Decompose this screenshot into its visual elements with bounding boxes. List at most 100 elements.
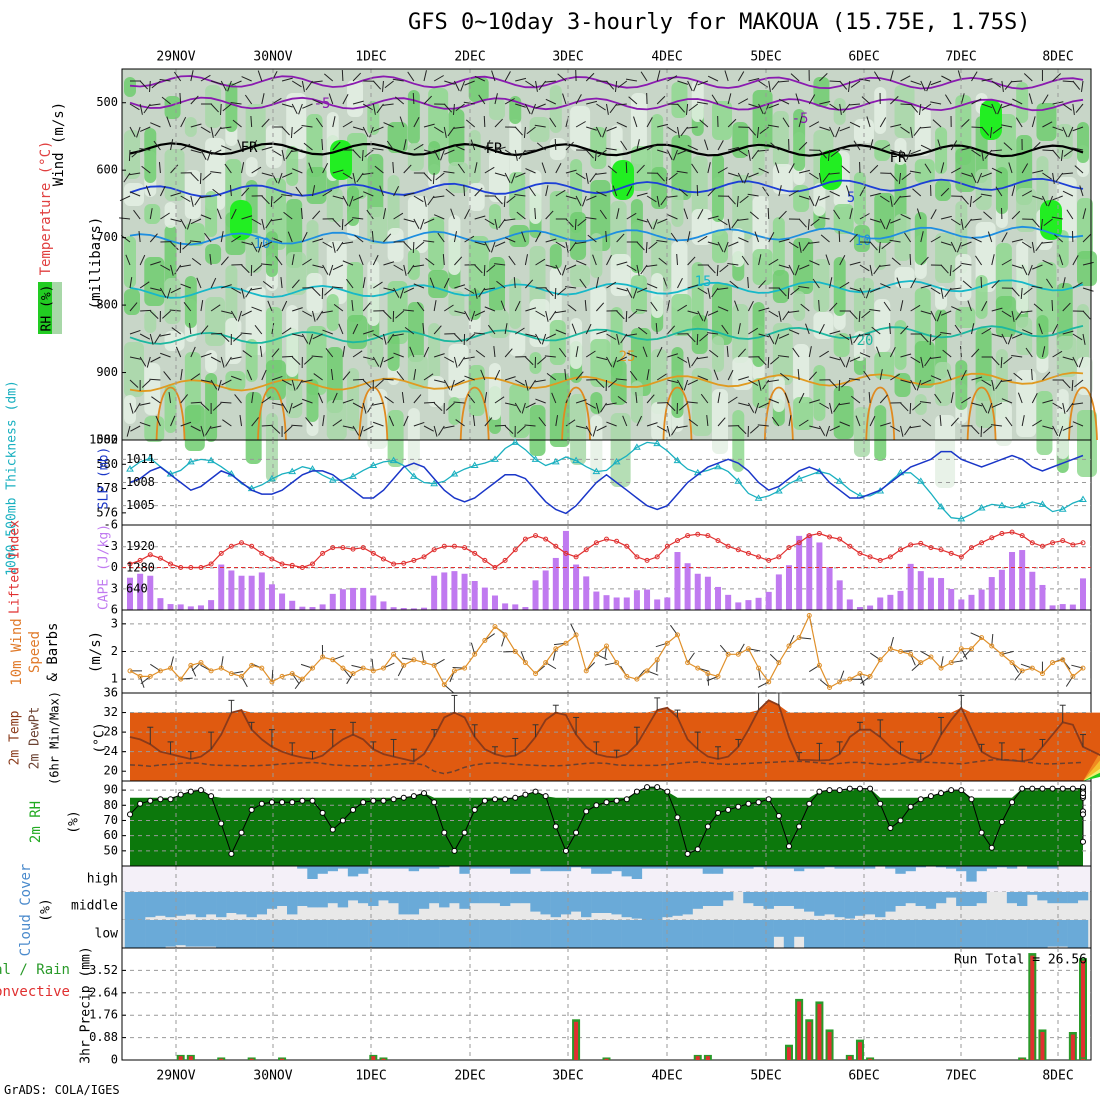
thickness-marker	[430, 479, 439, 487]
cloud-bar	[287, 892, 298, 915]
wind-barb	[585, 172, 589, 184]
cloud-bar	[459, 892, 470, 909]
wind-barb	[288, 402, 293, 414]
wind-barb	[981, 126, 990, 136]
cloud-bar	[155, 920, 166, 948]
wind-barb	[1072, 126, 1084, 132]
wind-barb	[1062, 190, 1074, 197]
rh-patch	[772, 111, 789, 167]
rh-marker	[796, 823, 803, 830]
rh-patch	[1036, 391, 1053, 455]
contour-label: FR	[241, 140, 258, 156]
wind-barb	[447, 126, 455, 137]
wind-barb	[863, 370, 871, 381]
wind-barb	[727, 93, 732, 105]
wind-barb	[625, 310, 628, 323]
wind-barb	[305, 80, 313, 91]
cloud-bar	[145, 920, 156, 948]
wind-barb	[440, 149, 445, 161]
wind-barb	[384, 396, 394, 404]
wind-barb	[934, 393, 942, 404]
contour-label: -5	[792, 111, 809, 127]
cape-bar	[867, 605, 874, 610]
wind-barb	[756, 126, 760, 138]
wind-barb	[139, 148, 151, 151]
wind-barb	[809, 121, 820, 128]
rh-patch	[1077, 198, 1093, 259]
wind-barb	[231, 375, 242, 381]
rh-patch	[570, 212, 587, 260]
wind-barb	[625, 333, 637, 337]
rh-marker	[867, 785, 874, 792]
date-label-top: 29NOV	[156, 50, 195, 65]
lifted-index-marker	[776, 554, 782, 560]
tick-label: -3	[104, 539, 118, 553]
cape-bar	[887, 594, 894, 610]
cape-bar	[157, 598, 164, 610]
wind-speed-marker	[948, 660, 954, 666]
wind-barb	[1062, 402, 1066, 414]
rh-patch	[793, 344, 810, 403]
wind-barb	[463, 184, 466, 197]
wind-barb	[302, 103, 313, 109]
wind-barb	[486, 264, 496, 273]
wind-barb	[281, 77, 293, 82]
wind-barb	[433, 195, 445, 199]
wind-barb	[514, 193, 526, 197]
precip-convective-bar	[280, 1058, 285, 1060]
cloud-bar	[439, 892, 450, 908]
thickness-label: 1000-500mb Thickness (dm)	[5, 380, 20, 576]
wind-barb	[687, 333, 696, 343]
temp-label: 2m Temp	[8, 710, 23, 765]
cloud-bar	[297, 920, 308, 948]
wind-speed-marker	[745, 646, 751, 652]
wind-barb	[758, 167, 769, 174]
cloud-bar	[570, 920, 582, 948]
wind-barb	[575, 346, 579, 358]
wind-speed-marker	[157, 668, 163, 674]
wind-barb	[873, 264, 881, 275]
thickness-marker	[612, 457, 621, 465]
wind-barb	[317, 392, 324, 404]
wind-barb	[723, 241, 729, 253]
contour-label: 10	[855, 233, 872, 249]
wind-barb	[401, 392, 405, 404]
cloud-bar	[773, 866, 785, 869]
wind-barb	[362, 379, 372, 389]
wind-speed-marker	[553, 646, 559, 652]
wind-barb	[210, 379, 218, 390]
wind-barb	[508, 255, 516, 266]
wind-barb	[798, 419, 809, 427]
wind-barb	[138, 231, 141, 243]
wind-barb	[454, 145, 465, 151]
wind-speed-marker	[857, 671, 863, 677]
wind-barb	[944, 94, 952, 105]
wind-barb	[285, 149, 293, 160]
rh-patch	[549, 138, 566, 160]
wind-barb	[210, 356, 222, 363]
cape-bar	[410, 608, 417, 610]
wind-barb	[352, 100, 364, 105]
wind-barb	[900, 103, 912, 106]
rh-patch	[529, 117, 550, 142]
wind-barb	[257, 70, 263, 82]
wind-barb	[704, 139, 709, 151]
cloud-bar	[327, 892, 338, 904]
cloud-bar	[307, 920, 318, 948]
wind-barb	[173, 71, 182, 82]
wind-barb	[494, 263, 506, 266]
wind-barb	[221, 145, 232, 151]
wind-barb	[504, 98, 515, 105]
rh-marker	[512, 794, 519, 801]
wind-speed-marker	[330, 657, 336, 663]
rh-patch	[1077, 122, 1089, 163]
wind-barb	[920, 80, 926, 92]
cloud-bar	[337, 892, 349, 908]
wind-speed-label: Speed	[27, 631, 43, 673]
wind-barb	[544, 80, 556, 83]
wind-barb	[180, 116, 187, 128]
rh-patch	[570, 106, 591, 151]
wind-barb	[494, 424, 506, 427]
wind-barb	[186, 218, 192, 230]
rh-patch	[651, 167, 668, 209]
